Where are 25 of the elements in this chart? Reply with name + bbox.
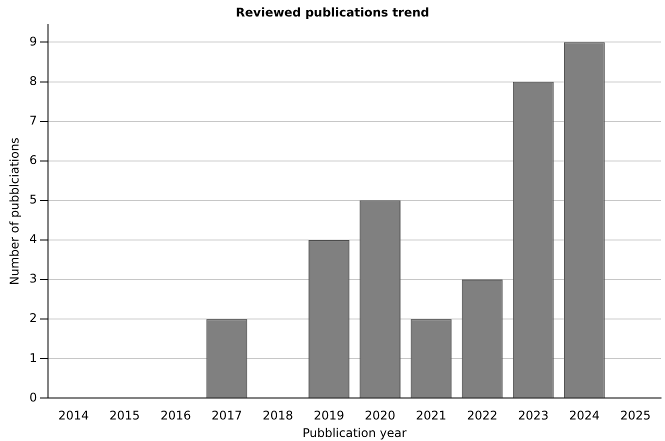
y-tick-label: 1 [29, 350, 38, 365]
x-tick-label: 2021 [416, 408, 446, 423]
y-tick-label: 6 [29, 152, 38, 167]
y-tick-label: 4 [29, 232, 38, 246]
x-tick-label: 2014 [58, 408, 89, 423]
y-tick-label: 8 [29, 74, 38, 88]
x-tick-label: 2017 [212, 408, 242, 423]
chart-title: Reviewed publications trend [236, 5, 430, 20]
x-tick-label: 2025 [620, 408, 651, 423]
x-tick-label: 2015 [109, 408, 140, 423]
x-tick-label: 2018 [262, 408, 294, 423]
y-tick-label: 3 [29, 272, 38, 286]
x-tick-label: 2019 [314, 408, 344, 423]
x-tick-label: 2024 [569, 408, 600, 423]
y-axis-title: Number of pubblciations [7, 137, 22, 286]
x-tick-label: 2020 [364, 408, 396, 423]
x-axis-title: Pubblication year [302, 426, 407, 440]
x-tick-label: 2016 [160, 408, 192, 423]
y-tick-label: 9 [29, 34, 38, 48]
y-tick-label: 5 [29, 192, 38, 207]
y-tick-label: 2 [29, 311, 38, 326]
x-tick-label: 2022 [466, 408, 498, 423]
x-tick-label: 2023 [518, 408, 549, 423]
y-tick-label: 7 [29, 113, 38, 128]
y-tick-label: 0 [29, 390, 38, 404]
